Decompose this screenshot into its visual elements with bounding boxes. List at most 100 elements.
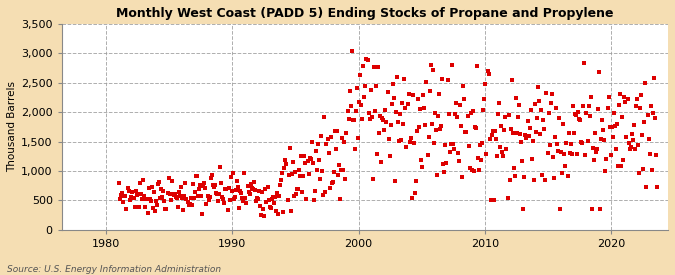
Point — [404, 140, 415, 144]
Point — [265, 206, 276, 210]
Point — [141, 197, 152, 201]
Point — [128, 196, 138, 200]
Point — [637, 133, 648, 137]
Point — [134, 205, 144, 210]
Point — [160, 207, 171, 211]
Point — [481, 152, 492, 156]
Point — [628, 123, 639, 127]
Point — [636, 93, 647, 97]
Point — [541, 91, 552, 96]
Point — [142, 211, 153, 215]
Point — [164, 191, 175, 196]
Point — [271, 209, 281, 214]
Point — [186, 196, 196, 200]
Point — [618, 158, 628, 162]
Point — [508, 131, 518, 135]
Point — [433, 113, 443, 118]
Point — [367, 177, 378, 182]
Point — [423, 135, 434, 140]
Point — [441, 160, 452, 165]
Point — [602, 105, 613, 110]
Point — [200, 186, 211, 191]
Point — [438, 162, 449, 167]
Y-axis label: Thousand Barrels: Thousand Barrels — [7, 81, 17, 172]
Point — [250, 198, 261, 203]
Point — [497, 150, 508, 154]
Point — [559, 152, 570, 156]
Point — [408, 141, 419, 145]
Point — [456, 123, 466, 128]
Point — [475, 143, 485, 147]
Point — [303, 172, 314, 176]
Point — [130, 189, 141, 194]
Point — [207, 173, 217, 177]
Point — [419, 106, 430, 110]
Point — [178, 208, 189, 213]
Point — [622, 97, 633, 101]
Point — [192, 194, 203, 198]
Point — [153, 182, 163, 187]
Point — [516, 140, 526, 144]
Point — [551, 141, 562, 146]
Point — [446, 142, 456, 146]
Point — [281, 162, 292, 166]
Point — [461, 130, 472, 134]
Point — [480, 82, 491, 86]
Point — [577, 141, 588, 145]
Point — [501, 147, 512, 152]
Point — [312, 168, 323, 172]
Point — [254, 189, 265, 193]
Point — [319, 115, 330, 120]
Point — [549, 134, 560, 139]
Point — [627, 138, 638, 142]
Point — [143, 185, 154, 190]
Point — [227, 171, 238, 175]
Point — [205, 195, 215, 199]
Point — [171, 196, 182, 200]
Point — [649, 75, 659, 80]
Point — [359, 95, 370, 99]
Point — [651, 185, 662, 189]
Point — [284, 173, 294, 177]
Point — [331, 128, 342, 133]
Point — [322, 136, 333, 141]
Point — [152, 203, 163, 207]
Point — [205, 176, 216, 180]
Point — [306, 140, 317, 144]
Point — [150, 209, 161, 214]
Point — [532, 116, 543, 120]
Point — [323, 151, 334, 156]
Point — [278, 210, 289, 214]
Point — [199, 181, 210, 185]
Point — [537, 173, 547, 177]
Point — [277, 171, 288, 175]
Point — [120, 194, 131, 198]
Point — [617, 115, 628, 119]
Point — [188, 196, 199, 200]
Point — [391, 109, 402, 114]
Point — [344, 89, 355, 94]
Point — [180, 180, 191, 185]
Point — [448, 146, 459, 151]
Point — [645, 104, 656, 109]
Point — [570, 113, 581, 117]
Point — [623, 141, 634, 145]
Point — [579, 61, 590, 65]
Point — [352, 136, 363, 141]
Point — [394, 138, 404, 143]
Point — [493, 101, 504, 105]
Point — [387, 81, 398, 86]
Point — [337, 136, 348, 141]
Point — [525, 107, 536, 112]
Point — [616, 164, 626, 168]
Point — [406, 196, 417, 201]
Point — [177, 196, 188, 201]
Point — [531, 129, 541, 134]
Point — [403, 91, 414, 96]
Point — [254, 204, 265, 208]
Point — [118, 199, 129, 204]
Point — [414, 106, 425, 111]
Point — [329, 170, 340, 174]
Point — [288, 194, 299, 198]
Point — [452, 114, 462, 119]
